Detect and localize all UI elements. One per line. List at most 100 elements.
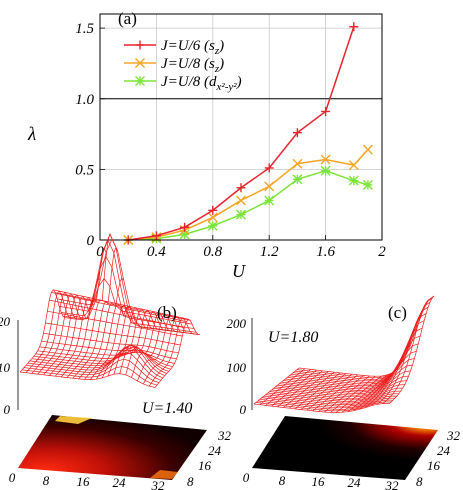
marker-stroke xyxy=(320,154,331,165)
x-tick-label: 0.8 xyxy=(203,244,222,260)
data-point xyxy=(264,195,275,206)
marker-stroke xyxy=(207,220,218,231)
panel-a-line-chart: 0 0.4 0.8 1.2 1.6 2 0 0.5 1.0 1.5 (a) U λ J=U/6 … xyxy=(27,9,386,281)
x-axis-label: U xyxy=(232,261,246,281)
tick-label: 24 xyxy=(208,443,222,458)
mesh-line xyxy=(377,312,423,405)
tick-label: 100 xyxy=(227,360,247,375)
mesh-line xyxy=(142,316,189,385)
mesh-line xyxy=(275,370,411,396)
data-point xyxy=(208,205,218,215)
front-axis-tick-labels: 0 8 16 24 32 xyxy=(9,470,165,490)
mesh-line xyxy=(267,387,403,402)
x-tick-label: 1.2 xyxy=(260,244,279,260)
grid-lines xyxy=(99,14,383,241)
mesh-line xyxy=(125,312,171,375)
mesh-line xyxy=(296,298,433,379)
mesh-line xyxy=(330,375,376,413)
legend-label-main: J=U/6 (s xyxy=(161,38,215,54)
mesh-line xyxy=(39,346,175,364)
plot-frame xyxy=(99,13,383,241)
front-axis-tick-labels: 0 8 16 24 32 xyxy=(243,470,399,490)
mesh-line xyxy=(154,318,201,388)
mesh-line xyxy=(265,390,401,404)
y-tick-label: 0 xyxy=(87,233,95,249)
marker-stroke xyxy=(320,165,331,176)
tick-label: 24 xyxy=(348,475,362,490)
mesh-line xyxy=(49,295,95,376)
mesh-line xyxy=(37,350,173,368)
legend-swatch-marker xyxy=(135,76,145,86)
marker-stroke xyxy=(135,58,145,68)
legend-label-main: J=U/8 (s xyxy=(161,56,215,72)
colormap-floor xyxy=(18,415,207,480)
data-point xyxy=(348,175,359,186)
data-point xyxy=(264,163,274,173)
y-axis-label: λ xyxy=(27,124,36,145)
data-point xyxy=(349,22,359,32)
surface-mesh xyxy=(253,295,435,413)
mesh-line xyxy=(277,370,323,408)
mesh-line xyxy=(119,310,165,374)
mesh-line xyxy=(72,246,119,379)
mesh-line xyxy=(273,375,409,398)
mesh-line xyxy=(259,368,306,405)
marker-stroke xyxy=(264,195,275,206)
legend-swatch-marker xyxy=(135,40,145,50)
mesh-line xyxy=(253,367,300,405)
x-tick-labels: 0 0.4 0.8 1.2 1.6 2 xyxy=(96,244,386,260)
data-point xyxy=(292,174,303,185)
marker-stroke xyxy=(179,229,190,240)
mesh-line xyxy=(371,328,417,406)
data-point xyxy=(362,144,373,155)
tick-label: 16 xyxy=(198,458,212,473)
y-tick-label: 1.5 xyxy=(75,21,94,37)
data-point xyxy=(207,220,218,231)
mesh-line xyxy=(269,384,405,401)
mesh-line xyxy=(29,344,165,377)
mesh-line xyxy=(253,403,390,413)
mesh-line xyxy=(257,399,393,410)
marker-stroke xyxy=(207,212,218,223)
mesh-line xyxy=(61,239,197,333)
mesh-line xyxy=(388,295,435,404)
data-point xyxy=(236,195,246,206)
legend-label: J=U/8 (dx²-y²) xyxy=(161,74,242,93)
legend-label-subscript: z xyxy=(214,63,220,75)
data-point xyxy=(207,212,218,223)
colormap-hotspot xyxy=(150,470,178,479)
tick-label: 8 xyxy=(279,473,286,488)
mesh-line xyxy=(31,344,167,374)
data-point xyxy=(151,231,161,241)
mesh-line xyxy=(271,380,407,399)
mesh-line xyxy=(300,373,347,410)
mesh-line xyxy=(293,306,429,382)
z-tick-labels: 0 10 20 xyxy=(0,314,11,417)
data-point xyxy=(362,179,373,190)
legend-label-close: ) xyxy=(236,74,242,90)
marker-stroke xyxy=(236,195,246,206)
mesh-line xyxy=(277,364,413,394)
data-point xyxy=(321,106,331,116)
tick-label: 16 xyxy=(427,458,441,473)
tick-label: 0 xyxy=(243,470,250,485)
mesh-line xyxy=(41,340,177,360)
mesh-line xyxy=(107,308,154,377)
marker-stroke xyxy=(292,158,303,169)
tick-label: 8 xyxy=(43,473,50,488)
mesh-line xyxy=(59,255,195,330)
mesh-line xyxy=(382,299,429,404)
legend-entry: J=U/8 (dx²-y²) xyxy=(124,74,242,93)
legend-label-close: ) xyxy=(218,56,224,72)
tick-label: 0 xyxy=(4,402,11,417)
mesh-line xyxy=(324,375,370,413)
annotation-u-value: U=1.40 xyxy=(142,400,192,417)
data-point xyxy=(236,209,246,220)
x-tick-label: 0 xyxy=(96,244,104,260)
mesh-line xyxy=(148,317,195,387)
marker-stroke xyxy=(135,76,145,86)
legend-label-close: ) xyxy=(218,38,224,54)
